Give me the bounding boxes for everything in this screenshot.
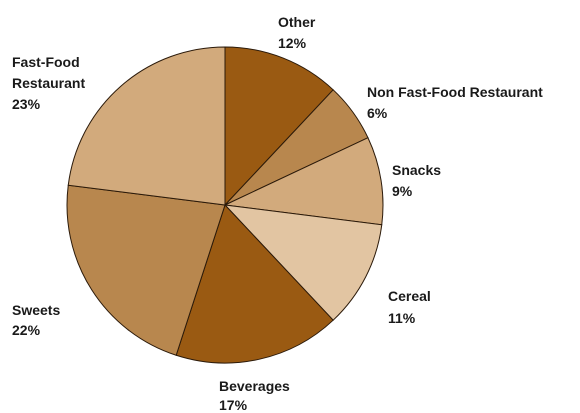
pie-slice-snacks [223, 137, 384, 226]
label-non-fast-food: Non Fast-Food Restaurant 6% [367, 84, 543, 121]
label-sweets-pct: 22% [12, 322, 41, 338]
label-beverages: Beverages 17% [219, 378, 290, 413]
pie-slice-beverages [175, 204, 334, 364]
label-non-fast-food-pct: 6% [367, 105, 388, 121]
label-fast-food-name-line1: Fast-Food [12, 54, 80, 70]
label-beverages-pct: 17% [219, 397, 248, 413]
pie-slices [66, 46, 384, 364]
label-sweets: Sweets 22% [12, 302, 60, 338]
label-sweets-name: Sweets [12, 302, 60, 318]
label-fast-food: Fast-Food Restaurant 23% [12, 54, 85, 112]
label-cereal: Cereal 11% [388, 288, 431, 326]
pie-slice-other [224, 46, 334, 207]
label-other-pct: 12% [278, 35, 307, 51]
label-cereal-pct: 11% [388, 310, 416, 326]
label-non-fast-food-name: Non Fast-Food Restaurant [367, 84, 543, 100]
label-fast-food-pct: 23% [12, 96, 41, 112]
label-other: Other 12% [278, 14, 316, 51]
label-snacks: Snacks 9% [392, 162, 441, 199]
label-fast-food-name-line2: Restaurant [12, 75, 85, 91]
label-snacks-name: Snacks [392, 162, 441, 178]
pie-slice-sweets [66, 184, 226, 356]
label-other-name: Other [278, 14, 316, 30]
pie-slice-cereal [223, 204, 383, 321]
label-beverages-name: Beverages [219, 378, 290, 394]
label-cereal-name: Cereal [388, 288, 431, 304]
pie-slice-fast-food-restaurant [67, 46, 226, 206]
label-snacks-pct: 9% [392, 183, 413, 199]
